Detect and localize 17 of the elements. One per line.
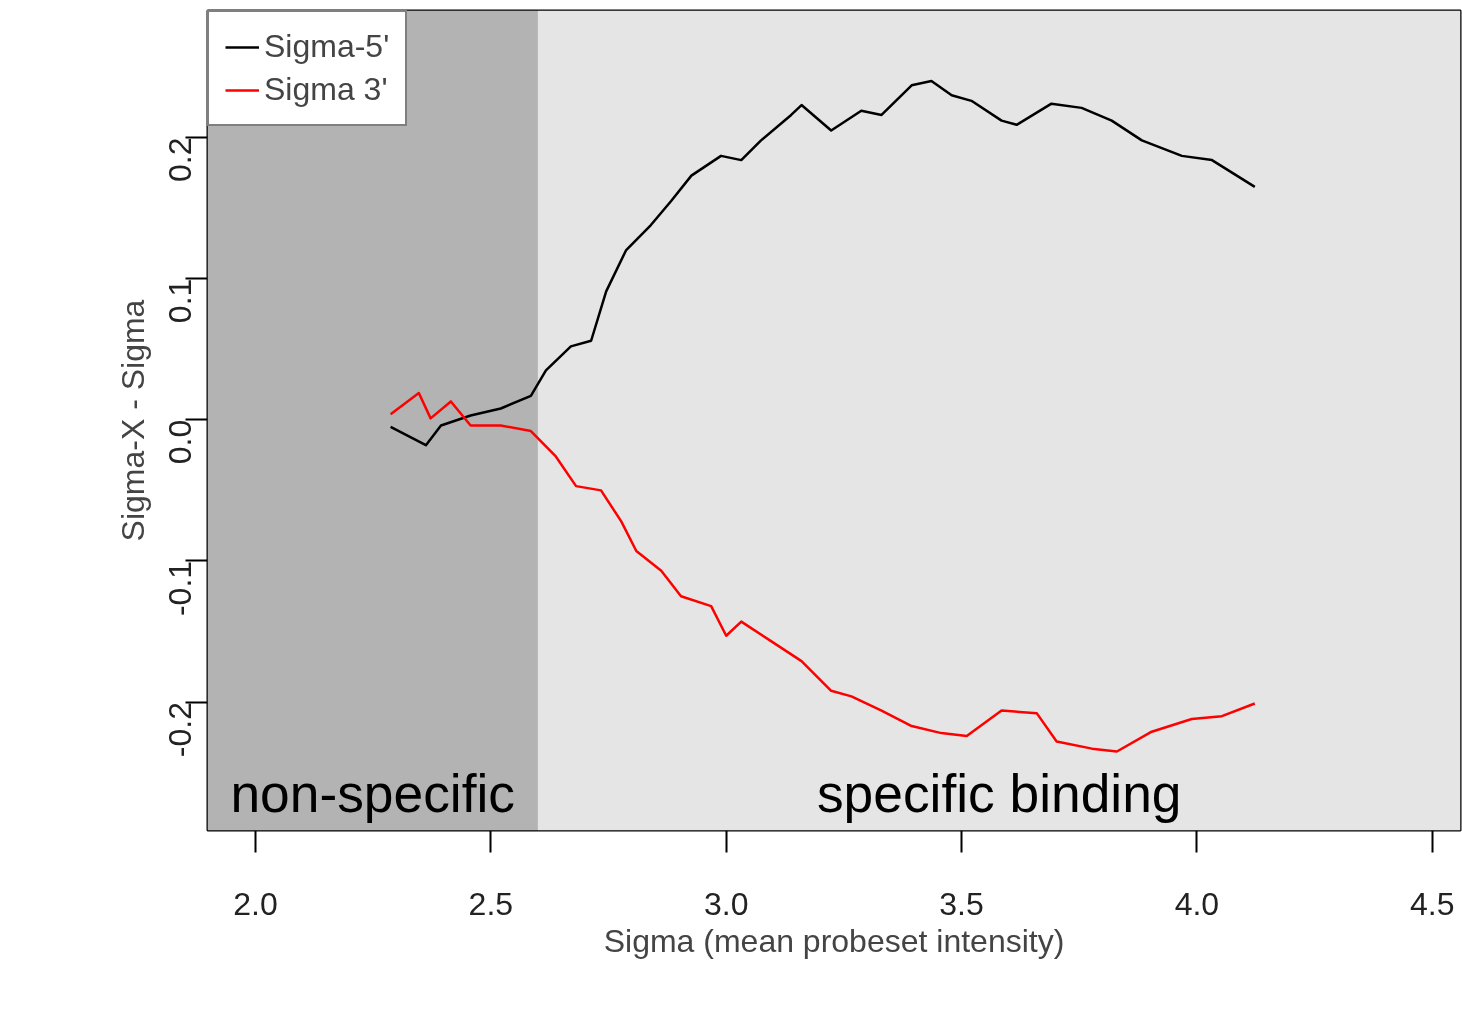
y-tick-label: -0.1 bbox=[162, 560, 199, 617]
y-tick-label: 0.1 bbox=[162, 278, 199, 324]
x-tick-label: 4.0 bbox=[1174, 885, 1220, 922]
band-label: specific binding bbox=[816, 763, 1182, 823]
y-tick-label: 0.0 bbox=[162, 419, 199, 465]
legend-label: Sigma 3' bbox=[264, 71, 388, 108]
band-label: non-specific bbox=[230, 763, 515, 823]
x-tick-label: 2.0 bbox=[233, 885, 278, 922]
y-axis-title: Sigma-X - Sigma bbox=[114, 299, 151, 542]
y-tick-label: -0.2 bbox=[162, 702, 199, 758]
x-tick-label: 2.5 bbox=[468, 885, 514, 922]
legend-label: Sigma-5' bbox=[264, 28, 390, 65]
y-tick-label: 0.2 bbox=[162, 137, 199, 183]
x-tick-label: 4.5 bbox=[1410, 885, 1455, 922]
x-tick-label: 3.0 bbox=[703, 885, 749, 922]
x-axis-title: Sigma (mean probeset intensity) bbox=[603, 922, 1065, 959]
x-tick-label: 3.5 bbox=[939, 885, 984, 922]
